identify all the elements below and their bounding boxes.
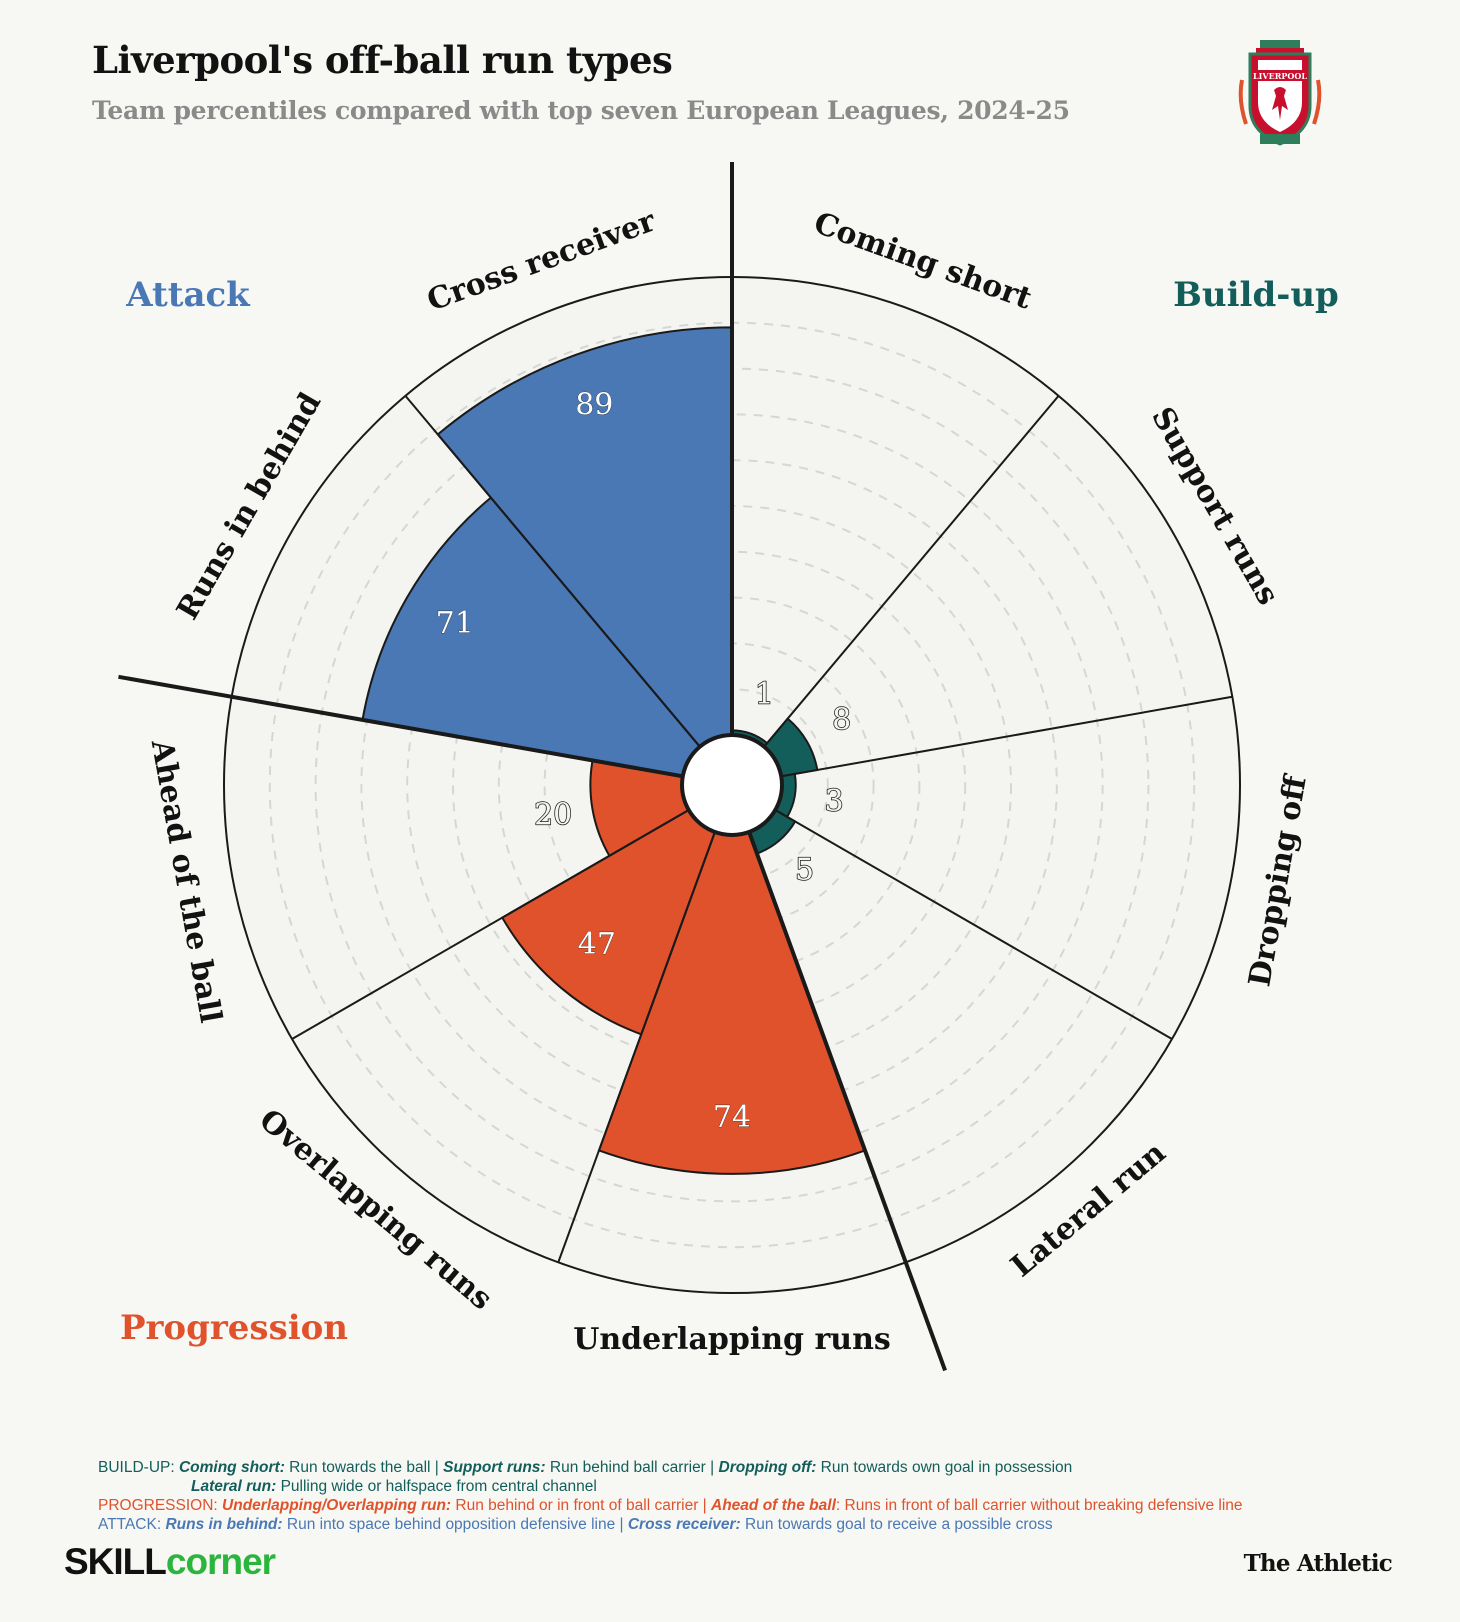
value-label-support-runs: 8	[832, 703, 851, 738]
footnotes: BUILD-UP: Coming short: Run towards the …	[98, 1458, 1428, 1534]
group-label-attack: Attack	[125, 275, 251, 315]
sector-divider	[557, 831, 716, 1263]
value-label-ahead-of-the-ball: 20	[534, 798, 572, 833]
grid-ring	[497, 550, 967, 1020]
grid-ring	[406, 459, 1058, 1111]
value-label-lateral-run: 5	[795, 852, 814, 887]
sector-divider	[774, 809, 1173, 1040]
note-progression: PROGRESSION: Underlapping/Overlapping ru…	[98, 1497, 1243, 1514]
category-label-dropping-off: Dropping off	[1242, 771, 1314, 989]
chart-title: Liverpool's off-ball run types	[92, 38, 673, 82]
sector-divider	[763, 395, 1060, 748]
liverpool-crest-logo: LIVERPOOL	[1238, 40, 1322, 146]
center-hole	[680, 733, 784, 837]
note-build-up: BUILD-UP: Coming short: Run towards the …	[98, 1459, 1073, 1476]
group-label-progression: Progression	[120, 1308, 348, 1348]
note-attack: ATTACK: Runs in behind: Run into space b…	[98, 1516, 1053, 1533]
group-label-build-up: Build-up	[1173, 275, 1339, 315]
value-label-runs-in-behind: 71	[436, 606, 474, 641]
category-label-underlapping-runs: Underlapping runs	[573, 1322, 891, 1357]
crest-gate	[1260, 40, 1300, 48]
bars	[361, 326, 867, 1175]
sector-dividers	[118, 162, 1233, 1372]
value-label-dropping-off: 3	[825, 784, 844, 819]
note-build-up-2: Lateral run: Pulling wide or halfspace f…	[191, 1478, 597, 1495]
sector-divider	[291, 809, 690, 1040]
skillcorner-logo: SKILLcorner	[64, 1541, 276, 1582]
value-label-underlapping-runs: 74	[713, 1100, 751, 1135]
group-divider	[118, 674, 684, 779]
the-athletic-logo: The Athletic	[1243, 1550, 1393, 1577]
value-label-cross-receiver: 89	[575, 388, 613, 423]
group-labels: Build-up Progression Attack	[120, 275, 1339, 1348]
value-label-coming-short: 1	[755, 677, 774, 712]
crest-name: LIVERPOOL	[1253, 71, 1307, 81]
chart-subtitle: Team percentiles compared with top seven…	[92, 96, 1070, 125]
group-divider	[747, 831, 947, 1372]
value-labels: 1 8 35 74 47 20 71 89	[435, 387, 852, 1135]
liverbird-icon	[1272, 87, 1288, 120]
value-label-overlapping-runs: 47	[578, 927, 616, 962]
sector-divider	[404, 395, 701, 748]
category-label-ahead-of-the-ball: Ahead of the ball	[144, 736, 228, 1026]
sector-divider	[781, 695, 1233, 778]
